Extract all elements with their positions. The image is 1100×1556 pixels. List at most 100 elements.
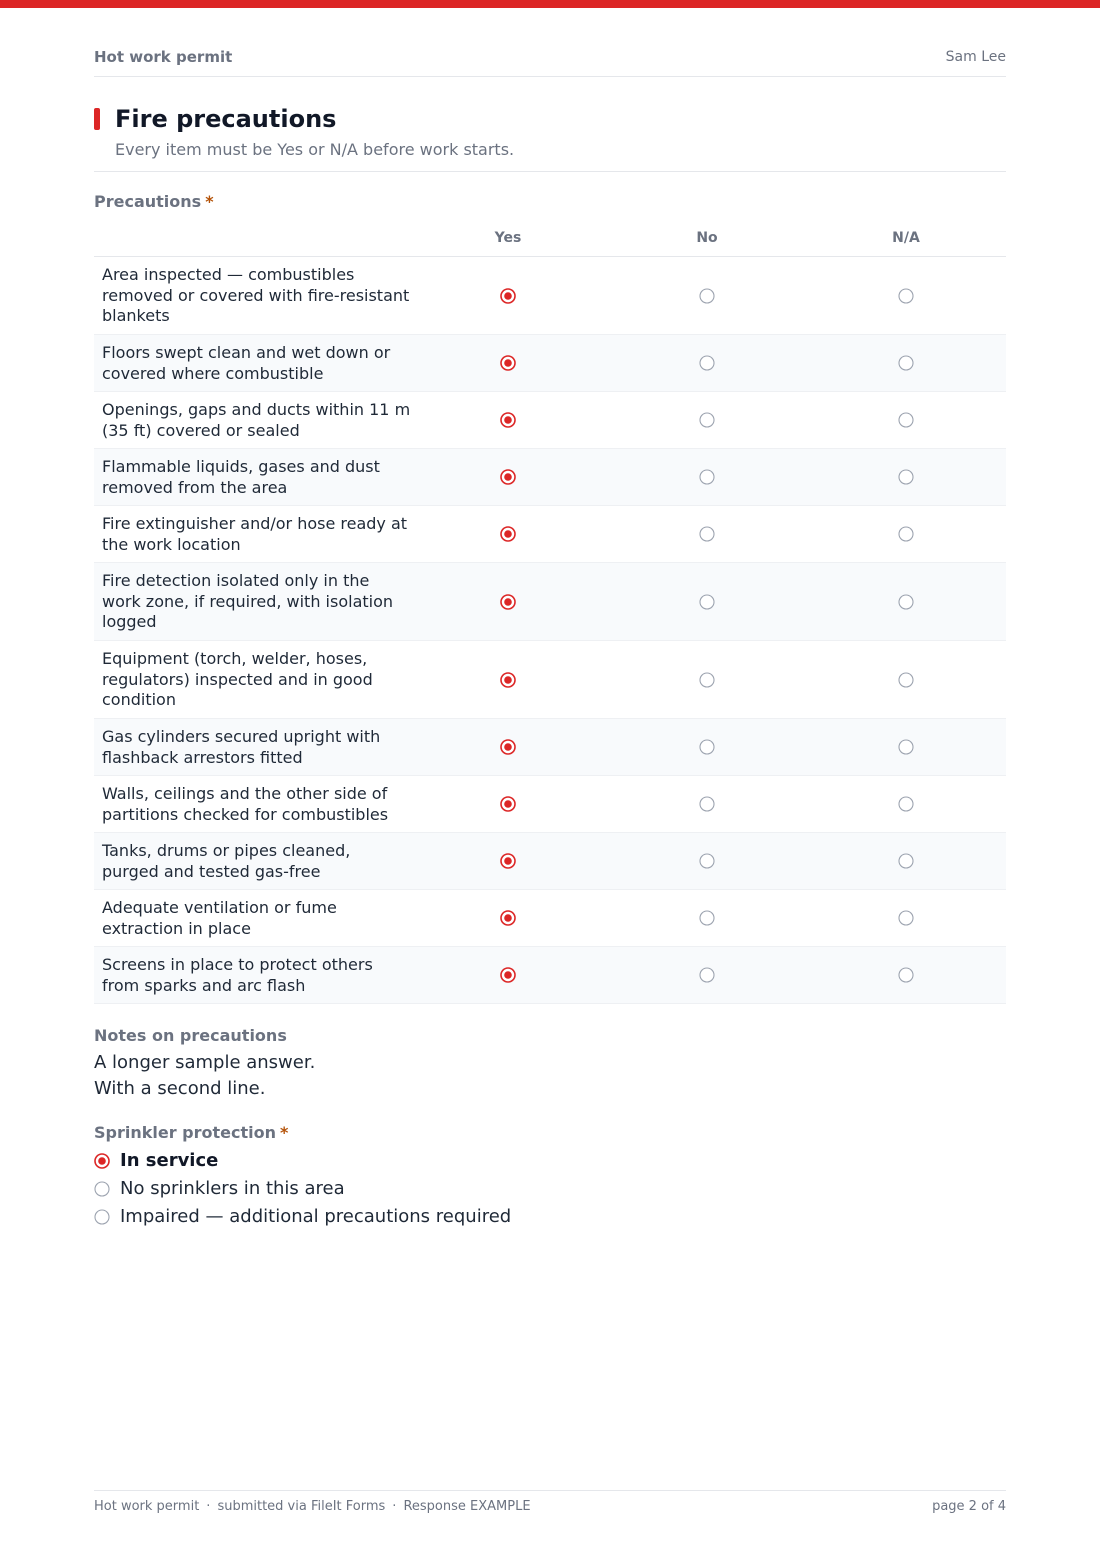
radio-cell-yes[interactable] bbox=[500, 355, 516, 371]
radio-cell-na[interactable] bbox=[898, 526, 914, 542]
radio-cell-no[interactable] bbox=[699, 526, 715, 542]
radio-no-icon[interactable] bbox=[699, 412, 715, 428]
radio-cell-no[interactable] bbox=[699, 288, 715, 304]
radio-na-icon[interactable] bbox=[898, 853, 914, 869]
precautions-label: Precautions * bbox=[94, 192, 214, 211]
radio-cell-yes[interactable] bbox=[500, 739, 516, 755]
radio-cell-yes[interactable] bbox=[500, 796, 516, 812]
radio-cell-na[interactable] bbox=[898, 469, 914, 485]
radio-no-icon[interactable] bbox=[699, 288, 715, 304]
radio-cell-no[interactable] bbox=[699, 594, 715, 610]
radio-no-icon[interactable] bbox=[699, 910, 715, 926]
precaution-question: Flammable liquids, gases and dust remove… bbox=[102, 457, 380, 497]
radio-cell-yes[interactable] bbox=[500, 672, 516, 688]
radio-cell-na[interactable] bbox=[898, 739, 914, 755]
radio-yes-icon[interactable] bbox=[500, 594, 516, 610]
precaution-row: Openings, gaps and ducts within 11 m (35… bbox=[94, 392, 1006, 449]
radio-cell-yes[interactable] bbox=[500, 967, 516, 983]
radio-cell-yes[interactable] bbox=[500, 412, 516, 428]
radio-no-icon[interactable] bbox=[699, 853, 715, 869]
radio-no-icon[interactable] bbox=[699, 796, 715, 812]
radio-no-icon[interactable] bbox=[699, 355, 715, 371]
page-number: page 2 of 4 bbox=[932, 1499, 1006, 1514]
radio-no-icon[interactable] bbox=[699, 967, 715, 983]
radio-icon[interactable] bbox=[94, 1209, 110, 1225]
radio-no-icon[interactable] bbox=[699, 594, 715, 610]
radio-na-icon[interactable] bbox=[898, 796, 914, 812]
radio-cell-no[interactable] bbox=[699, 412, 715, 428]
precaution-row: Gas cylinders secured upright with flash… bbox=[94, 719, 1006, 776]
radio-cell-na[interactable] bbox=[898, 412, 914, 428]
precaution-question: Equipment (torch, welder, hoses, regulat… bbox=[102, 649, 373, 709]
matrix-rows: Area inspected — combustibles removed or… bbox=[94, 257, 1006, 1004]
page-header: Hot work permit Sam Lee bbox=[94, 48, 1006, 77]
radio-cell-yes[interactable] bbox=[500, 469, 516, 485]
radio-cell-na[interactable] bbox=[898, 910, 914, 926]
precaution-question: Walls, ceilings and the other side of pa… bbox=[102, 784, 389, 824]
radio-cell-no[interactable] bbox=[699, 853, 715, 869]
radio-no-icon[interactable] bbox=[699, 672, 715, 688]
radio-na-icon[interactable] bbox=[898, 355, 914, 371]
radio-cell-no[interactable] bbox=[699, 967, 715, 983]
radio-na-icon[interactable] bbox=[898, 967, 914, 983]
precautions-matrix: Yes No N/A Area inspected — combustibles… bbox=[94, 228, 1006, 1004]
radio-na-icon[interactable] bbox=[898, 672, 914, 688]
radio-cell-na[interactable] bbox=[898, 796, 914, 812]
radio-yes-icon[interactable] bbox=[500, 672, 516, 688]
radio-na-icon[interactable] bbox=[898, 739, 914, 755]
footer-info: Hot work permit · submitted via FileIt For… bbox=[94, 1499, 531, 1514]
radio-yes-icon[interactable] bbox=[500, 355, 516, 371]
column-no: No bbox=[696, 230, 718, 246]
radio-cell-no[interactable] bbox=[699, 469, 715, 485]
radio-no-icon[interactable] bbox=[699, 739, 715, 755]
sprinkler-option-label: Impaired — additional precautions requir… bbox=[120, 1206, 512, 1227]
radio-yes-icon[interactable] bbox=[500, 967, 516, 983]
precaution-question: Adequate ventilation or fume extraction … bbox=[102, 898, 337, 938]
radio-yes-icon[interactable] bbox=[500, 412, 516, 428]
precaution-row: Area inspected — combustibles removed or… bbox=[94, 257, 1006, 335]
radio-cell-yes[interactable] bbox=[500, 526, 516, 542]
radio-na-icon[interactable] bbox=[898, 526, 914, 542]
footer-separator: · bbox=[392, 1499, 397, 1514]
precaution-row: Fire detection isolated only in the work… bbox=[94, 563, 1006, 641]
radio-icon[interactable] bbox=[94, 1181, 110, 1197]
radio-cell-na[interactable] bbox=[898, 967, 914, 983]
radio-cell-no[interactable] bbox=[699, 739, 715, 755]
radio-yes-icon[interactable] bbox=[500, 796, 516, 812]
radio-cell-no[interactable] bbox=[699, 672, 715, 688]
form-name: Hot work permit bbox=[94, 48, 233, 66]
footer-separator: · bbox=[206, 1499, 211, 1514]
radio-cell-no[interactable] bbox=[699, 796, 715, 812]
radio-cell-yes[interactable] bbox=[500, 910, 516, 926]
radio-cell-yes[interactable] bbox=[500, 594, 516, 610]
radio-cell-yes[interactable] bbox=[500, 288, 516, 304]
radio-cell-na[interactable] bbox=[898, 594, 914, 610]
required-marker: * bbox=[280, 1123, 289, 1142]
radio-yes-icon[interactable] bbox=[500, 469, 516, 485]
radio-cell-no[interactable] bbox=[699, 910, 715, 926]
radio-cell-na[interactable] bbox=[898, 672, 914, 688]
precaution-row: Equipment (torch, welder, hoses, regulat… bbox=[94, 641, 1006, 719]
radio-cell-na[interactable] bbox=[898, 288, 914, 304]
radio-cell-na[interactable] bbox=[898, 853, 914, 869]
radio-na-icon[interactable] bbox=[898, 469, 914, 485]
precaution-row: Flammable liquids, gases and dust remove… bbox=[94, 449, 1006, 506]
radio-na-icon[interactable] bbox=[898, 594, 914, 610]
radio-yes-icon[interactable] bbox=[500, 739, 516, 755]
radio-icon[interactable] bbox=[94, 1153, 110, 1169]
radio-yes-icon[interactable] bbox=[500, 288, 516, 304]
precaution-row: Screens in place to protect others from … bbox=[94, 947, 1006, 1004]
notes-label: Notes on precautions bbox=[94, 1026, 287, 1045]
radio-na-icon[interactable] bbox=[898, 288, 914, 304]
radio-na-icon[interactable] bbox=[898, 412, 914, 428]
radio-cell-yes[interactable] bbox=[500, 853, 516, 869]
radio-yes-icon[interactable] bbox=[500, 853, 516, 869]
radio-cell-no[interactable] bbox=[699, 355, 715, 371]
radio-no-icon[interactable] bbox=[699, 526, 715, 542]
top-accent-bar bbox=[0, 0, 1100, 8]
radio-yes-icon[interactable] bbox=[500, 910, 516, 926]
radio-yes-icon[interactable] bbox=[500, 526, 516, 542]
radio-no-icon[interactable] bbox=[699, 469, 715, 485]
radio-na-icon[interactable] bbox=[898, 910, 914, 926]
radio-cell-na[interactable] bbox=[898, 355, 914, 371]
